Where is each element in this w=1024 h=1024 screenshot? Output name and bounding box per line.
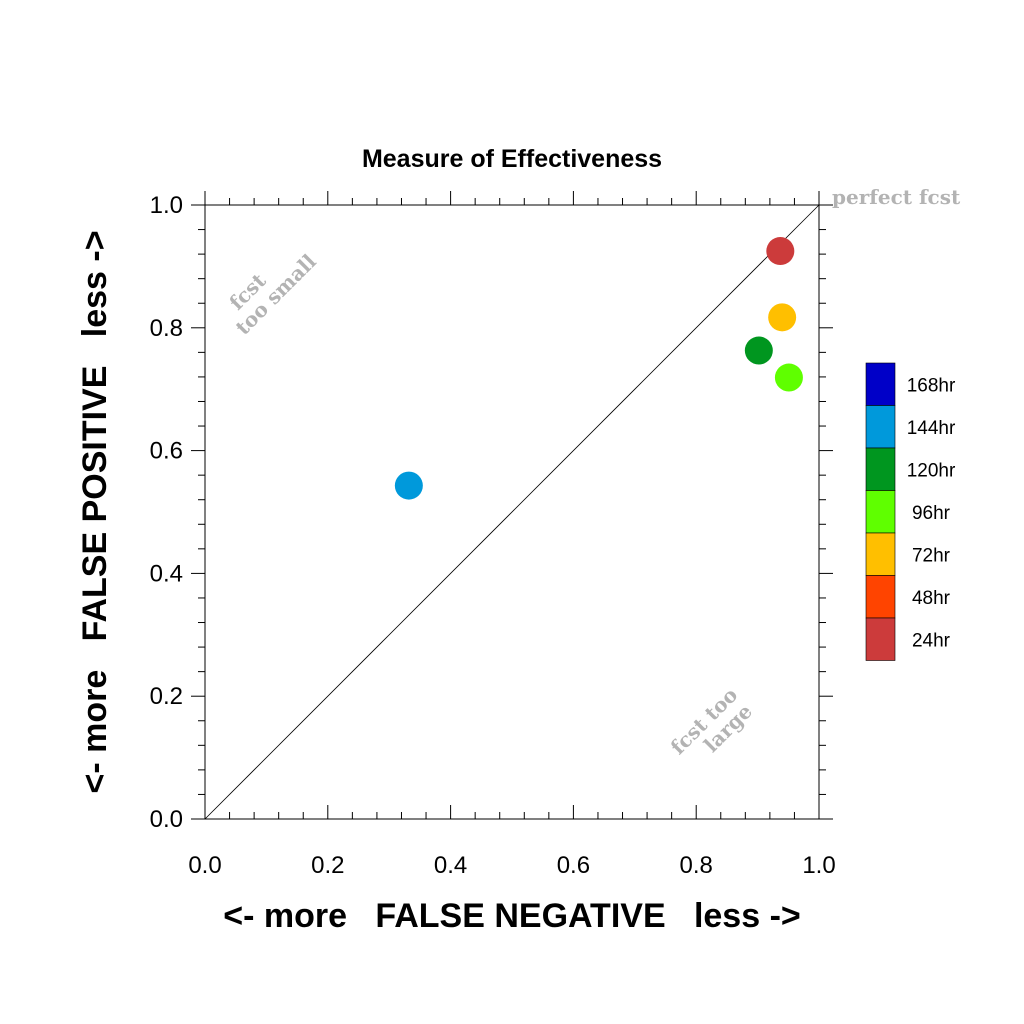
- legend-swatch-168hr: [865, 362, 896, 406]
- legend-swatch-120hr: [865, 447, 896, 491]
- x-tick-label: 1.0: [802, 852, 835, 879]
- legend-label-168hr: 168hr: [907, 375, 956, 396]
- x-tick-label: 0.4: [434, 852, 467, 879]
- x-axis-title: <- more FALSE NEGATIVE less ->: [223, 897, 801, 935]
- legend-swatch-24hr: [865, 617, 896, 661]
- legend-label-72hr: 72hr: [912, 545, 951, 566]
- legend-swatch-48hr: [865, 575, 896, 619]
- legend-label-48hr: 48hr: [912, 588, 951, 609]
- legend-label-96hr: 96hr: [912, 503, 951, 524]
- legend-label-144hr: 144hr: [907, 418, 956, 439]
- diagonal-reference-line: [204, 204, 820, 820]
- legend: 168hr 144hr 120hr 96hr 72hr 48hr 24hr: [865, 362, 956, 661]
- x-tick-label: 0.6: [557, 852, 590, 879]
- legend-swatch-144hr: [865, 405, 896, 449]
- chart-title: Measure of Effectiveness: [362, 145, 662, 173]
- data-point-72hr: [768, 303, 797, 332]
- annotation-fcst-too-small: fcst too small: [224, 249, 321, 339]
- x-tick-label: 0.2: [311, 852, 344, 879]
- data-point-96hr: [774, 363, 803, 392]
- legend-swatch-72hr: [865, 532, 896, 576]
- y-tick-label: 0.0: [150, 806, 183, 833]
- legend-swatch-96hr: [865, 490, 896, 534]
- x-tick-label: 0.0: [188, 852, 221, 879]
- x-tick-label: 0.8: [680, 852, 713, 879]
- y-axis-title: <- more FALSE POSITIVE less ->: [76, 230, 114, 793]
- legend-label-120hr: 120hr: [907, 460, 956, 481]
- y-tick-label: 1.0: [150, 192, 183, 219]
- data-point-24hr: [766, 237, 795, 266]
- y-tick-label: 0.8: [150, 315, 183, 342]
- data-point-120hr: [744, 336, 773, 365]
- annotation-fcst-too-large: fcst too large: [666, 683, 757, 759]
- y-tick-label: 0.4: [150, 560, 183, 587]
- plot-frame: [204, 204, 820, 820]
- axes: 0.0 0.2 0.4 0.6 0.8 1.0 0.0 0.2 0.4 0.6 0.8 1.0: [150, 191, 836, 879]
- data-points: [394, 237, 803, 500]
- legend-label-24hr: 24hr: [912, 630, 951, 651]
- annotation-perfect-fcst: perfect fcst: [832, 185, 961, 209]
- y-tick-label: 0.6: [150, 438, 183, 465]
- y-tick-label: 0.2: [150, 683, 183, 710]
- data-point-144hr: [394, 471, 423, 500]
